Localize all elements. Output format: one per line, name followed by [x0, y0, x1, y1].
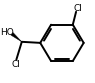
Text: Cl: Cl — [12, 60, 21, 69]
Text: Cl: Cl — [74, 4, 82, 13]
Polygon shape — [11, 33, 22, 42]
Text: HO: HO — [0, 28, 14, 37]
